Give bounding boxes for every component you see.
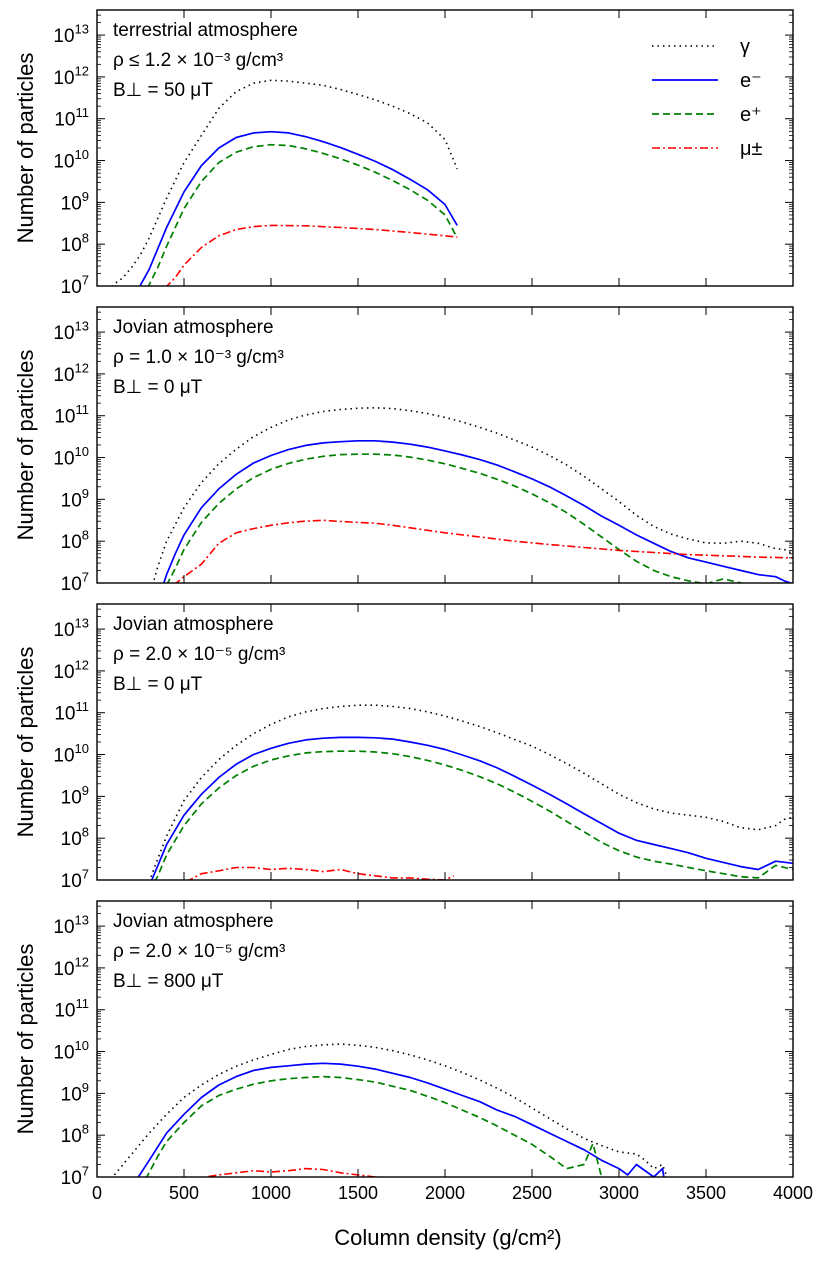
y-tick-label: 1010 [53,741,89,767]
x-tick-label: 0 [92,1183,102,1203]
series-line-eminus [138,130,458,286]
x-tick-label: 500 [169,1183,199,1203]
y-axis-label: Number of particles [13,647,38,838]
y-tick-label: 109 [61,1080,89,1106]
field-annotation: B⊥ = 800 μT [113,971,224,992]
y-tick-label: 108 [61,1122,89,1148]
field-annotation: B⊥ = 50 μT [113,80,213,101]
y-tick-label: 1012 [53,657,89,683]
y-tick-label: 1011 [54,402,89,428]
panel-3-series [149,704,793,880]
panel-4: 107 108 109 1010 1011 1012 1013 0 500 1000 1500 200… [13,900,813,1203]
y-tick-label: 1013 [53,913,89,939]
y-axis-label: Number of particles [13,944,38,1135]
y-tick-label: 107 [61,569,89,595]
x-tick-label: 3000 [599,1183,639,1203]
x-tick-label: 1500 [338,1183,378,1203]
y-tick-label: 109 [61,486,89,512]
y-tick-label: 1012 [53,63,89,89]
series-line-eplus [154,750,793,880]
y-tick-label: 107 [61,1163,89,1189]
y-tick-label: 108 [61,528,89,554]
y-tick-label: 1011 [54,699,89,725]
y-tick-label: 1010 [53,444,89,470]
field-annotation: B⊥ = 0 μT [113,377,203,398]
y-tick-label: 109 [61,189,89,215]
panel-1: 107 108 109 1010 1011 1012 1013 Number of parti… [13,9,794,298]
y-tick-label: 1012 [53,360,89,386]
series-line-eminus [162,439,793,583]
y-tick-label: 1010 [53,147,89,173]
series-line-gamma [111,79,458,286]
y-axis-label: Number of particles [13,53,38,244]
y-tick-label: 1012 [53,954,89,980]
y-tick-label: 1013 [53,319,89,345]
density-annotation: ρ = 1.0 × 10⁻³ g/cm³ [113,347,284,368]
panel-title: Jovian atmosphere [113,317,274,338]
y-tick-label: 1013 [53,616,89,642]
y-tick-label: 108 [61,825,89,851]
series-line-eminus [137,1062,665,1177]
panel-title: Jovian atmosphere [113,911,274,932]
y-axis-label: Number of particles [13,350,38,541]
series-line-muon [174,519,793,583]
x-tick-label: 2000 [425,1183,465,1203]
x-axis-label: Column density (g/cm²) [334,1225,561,1250]
field-annotation: B⊥ = 0 μT [113,674,203,695]
legend-label-gamma: γ [740,36,750,58]
legend: γ e⁻ e⁺ μ± [652,36,763,160]
panel-title: terrestrial atmosphere [113,20,298,41]
legend-label-eminus: e⁻ [740,70,762,92]
x-tick-label: 4000 [773,1183,813,1203]
series-line-eminus [150,736,793,880]
series-line-muon [165,224,458,286]
series-line-gamma [152,406,793,583]
legend-label-eplus: e⁺ [740,104,762,126]
y-tick-label: 107 [61,272,89,298]
y-tick-label: 1011 [54,105,89,131]
y-tick-label: 1013 [53,22,89,48]
series-line-gamma [111,1043,668,1177]
panel-2: 107 108 109 1010 1011 1012 1013 Number of parti… [13,306,794,595]
panel-2-series [152,406,793,583]
legend-label-muon: μ± [740,138,763,160]
y-tick-label: 1011 [54,996,89,1022]
series-line-eplus [145,1075,606,1177]
series-line-eplus [166,453,745,583]
panel-4-series [111,1043,668,1177]
density-annotation: ρ = 2.0 × 10⁻⁵ g/cm³ [113,941,285,962]
y-tick-label: 108 [61,231,89,257]
x-tick-label: 2500 [512,1183,552,1203]
x-tick-label: 1000 [251,1183,291,1203]
series-line-muon [187,866,455,880]
panel-title: Jovian atmosphere [113,614,274,635]
y-tick-label: 109 [61,783,89,809]
panel-1-series [111,79,458,286]
density-annotation: ρ ≤ 1.2 × 10⁻³ g/cm³ [113,50,283,71]
panel-3: 107 108 109 1010 1011 1012 1013 Number of parti… [13,603,794,892]
y-tick-label: 107 [61,866,89,892]
y-tick-label: 1010 [53,1038,89,1064]
x-tick-label: 3500 [686,1183,726,1203]
series-line-eplus [147,143,458,286]
density-annotation: ρ = 2.0 × 10⁻⁵ g/cm³ [113,644,285,665]
